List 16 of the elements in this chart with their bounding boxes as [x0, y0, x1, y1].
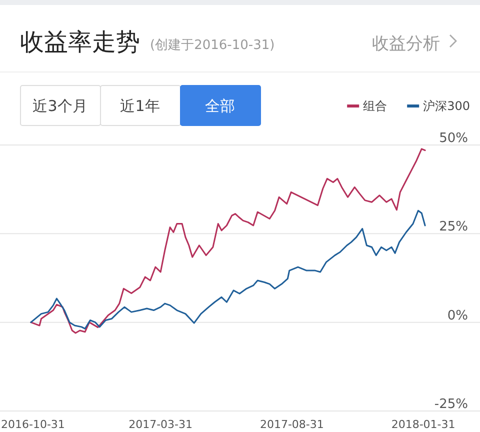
- text: 收益分析: [372, 34, 440, 54]
- x-tick-label: 2016-10-31: [1, 418, 65, 431]
- x-tick-label: 2017-08-31: [260, 418, 324, 431]
- x-tick-label: 2017-03-31: [128, 418, 193, 431]
- legend-label: 沪深300: [423, 99, 470, 113]
- chart-title: 收益率走势: [20, 28, 140, 56]
- y-tick-label: 50%: [439, 131, 468, 146]
- x-tick-label: 2018-01-31: [391, 418, 456, 431]
- legend-label: 组合: [363, 99, 388, 113]
- y-tick-label: 25%: [439, 220, 468, 235]
- text: 近1年: [120, 97, 160, 115]
- y-tick-label: 0%: [447, 308, 468, 324]
- text: 全部: [205, 97, 235, 115]
- y-tick-label: -25%: [434, 397, 468, 412]
- text: 近3个月: [32, 97, 88, 115]
- chart-subtitle: (创建于2016-10-31): [150, 38, 275, 53]
